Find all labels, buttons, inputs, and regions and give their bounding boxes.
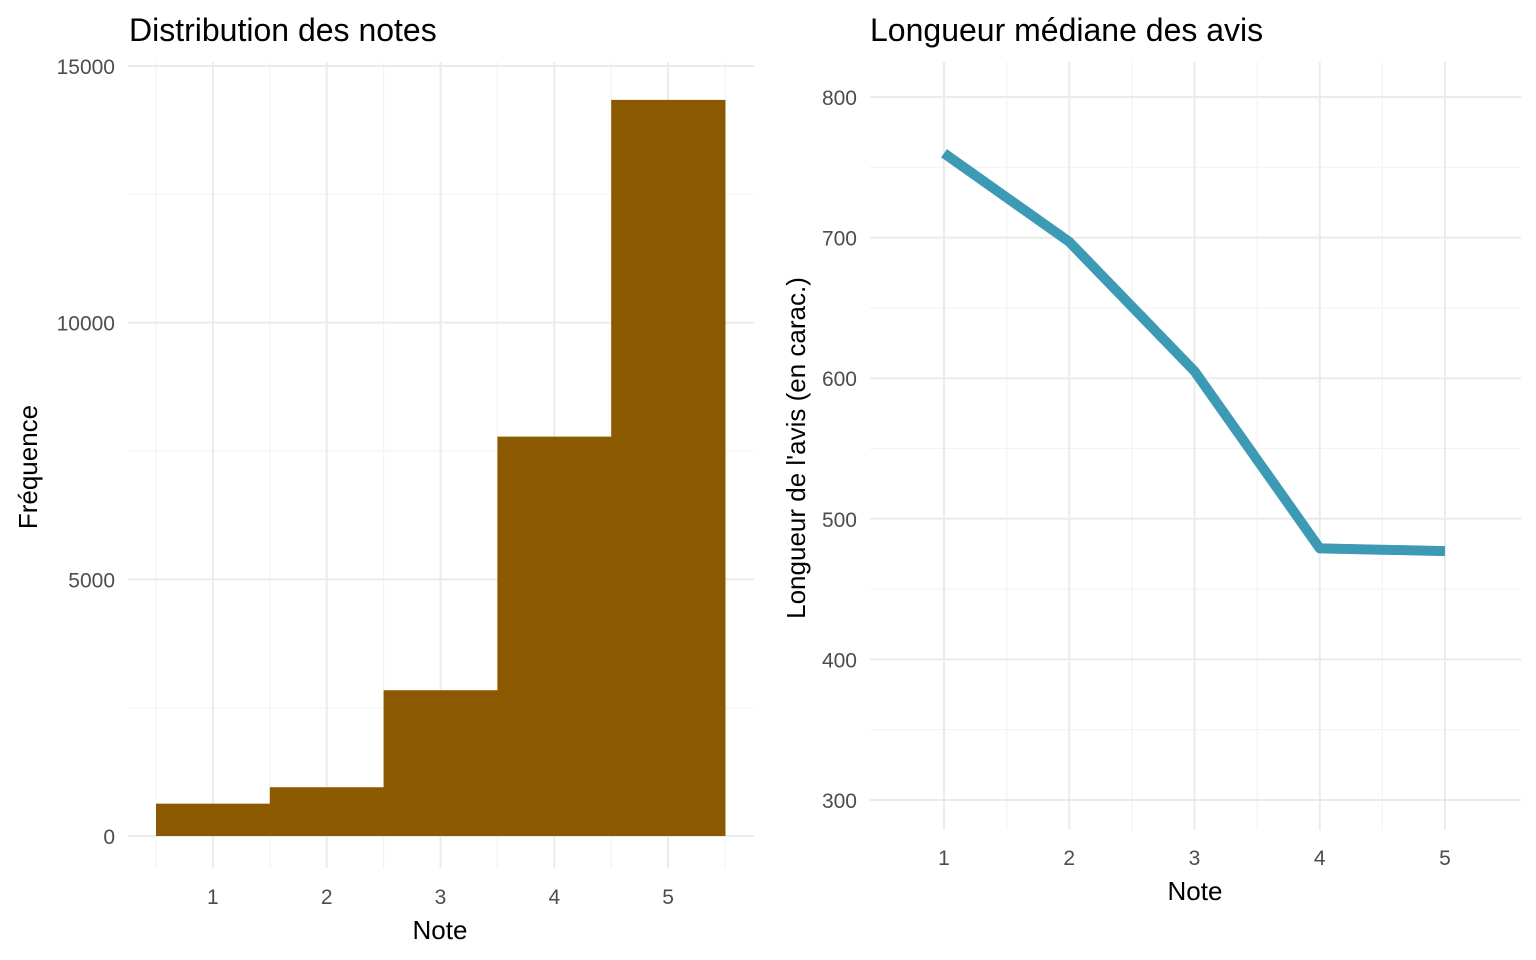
y-tick-label: 800 [822,87,857,110]
y-tick-label: 10000 [57,313,115,336]
x-tick-label: 3 [1189,847,1201,870]
line-x-axis-title: Note [1168,876,1223,906]
line-gridlines [870,62,1521,830]
bar-2 [269,787,385,836]
x-tick-label: 4 [548,886,560,909]
histogram-title: Distribution des notes [129,12,437,48]
y-tick-label: 600 [822,368,857,391]
bar-1 [156,803,271,836]
y-tick-label: 500 [822,509,857,532]
histogram-panel: 0 5000 10000 15000 1 2 3 4 5 Distribution des n… [13,12,754,945]
bar-5 [611,99,726,836]
bar-4 [497,436,612,836]
line-y-axis-title: Longueur de l'avis (en carac.) [781,277,811,619]
x-tick-label: 4 [1314,847,1326,870]
line-y-tick-labels: 300 400 500 600 700 800 [822,87,857,813]
histogram-x-axis-title: Note [413,915,468,945]
histogram-y-axis-title: Fréquence [13,405,43,529]
histogram-y-tick-labels: 0 5000 10000 15000 [57,56,115,849]
x-tick-label: 1 [207,886,219,909]
x-tick-label: 1 [938,847,950,870]
y-tick-label: 300 [822,790,857,813]
line-title: Longueur médiane des avis [870,12,1263,48]
x-tick-label: 3 [435,886,447,909]
median-length-line [941,149,1446,557]
x-tick-label: 5 [1439,847,1451,870]
x-tick-label: 2 [1063,847,1075,870]
line-panel: 300 400 500 600 700 800 1 2 3 4 5 Longueur médian… [781,12,1521,906]
bar-3 [383,690,498,836]
x-tick-label: 2 [321,886,333,909]
y-tick-label: 5000 [68,569,115,592]
line-series [941,149,1446,557]
y-tick-label: 700 [822,228,857,251]
y-tick-label: 0 [103,826,115,849]
y-tick-label: 15000 [57,56,115,79]
histogram-bars [156,99,726,836]
y-tick-label: 400 [822,649,857,672]
histogram-x-tick-labels: 1 2 3 4 5 [207,886,674,909]
x-tick-label: 5 [662,886,674,909]
line-x-tick-labels: 1 2 3 4 5 [938,847,1451,870]
